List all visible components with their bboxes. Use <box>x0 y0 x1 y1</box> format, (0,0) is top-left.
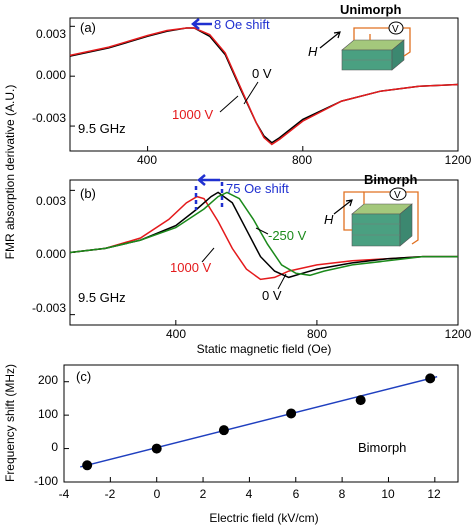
series-line <box>69 191 458 277</box>
panel-c-label: (c) <box>76 369 91 384</box>
bimorph-field-arrow-icon <box>333 199 353 215</box>
panel-b-1000v-label: 1000 V <box>170 260 212 275</box>
data-point <box>286 408 297 419</box>
series-line <box>69 27 459 146</box>
panel-b-shift-label: 75 Oe shift <box>226 181 289 196</box>
panel-b-annotations: 75 Oe shift 9.5 GHz -250 V 1000 V 0 V Bi… <box>78 172 419 305</box>
panel-c-xtick: 12 <box>427 487 441 501</box>
panel-a-xtick: 400 <box>137 153 157 167</box>
bimorph-label: Bimorph <box>364 172 418 187</box>
fmr-y-axis-label: FMR absorption derivative (A.U.) <box>3 85 17 260</box>
panel-c-ytick: 200 <box>38 373 58 387</box>
panel-b-ytick: 0.000 <box>36 247 66 261</box>
panel-c-xtick: 6 <box>293 487 300 501</box>
panel-b-1000v-pointer <box>201 247 215 263</box>
panel-a-ytick: 0.000 <box>36 68 66 82</box>
panel-a-annotations: 8 Oe shift 9.5 GHz 0 V 1000 V Unimorph V… <box>78 2 411 136</box>
panel-b-x-axis-label: Static magnetic field (Oe) <box>197 342 332 356</box>
panel-a-label: (a) <box>80 20 96 35</box>
panel-c-plot <box>80 373 438 471</box>
panel-c-ytick: 100 <box>38 407 58 421</box>
panel-c-frame <box>63 364 459 483</box>
unimorph-device-illustration: V H <box>308 21 411 71</box>
panel-a-ytick: -0.003 <box>32 111 66 125</box>
panel-c-xtick: 10 <box>381 487 395 501</box>
bimorph-device-illustration: V H <box>324 187 419 247</box>
panel-b-ticks: 400 800 1200 0.003 0.000 -0.003 <box>32 194 472 341</box>
panel-a-frame <box>69 17 459 152</box>
panel-c-ticks: -4 -2 0 2 4 6 8 10 12 200 100 0 -100 <box>34 373 441 501</box>
data-point <box>82 460 93 471</box>
shift-arrow-icon <box>197 174 220 186</box>
panel-a-0v-label: 0 V <box>252 66 272 81</box>
panel-c-xtick: -4 <box>59 487 70 501</box>
panel-a-0v-pointer <box>243 81 259 105</box>
series-line <box>69 195 458 281</box>
panel-c-x-axis-label: Electric field (kV/cm) <box>209 511 318 525</box>
bimorph-field-symbol: H <box>324 212 334 227</box>
panel-a-frequency-label: 9.5 GHz <box>78 121 126 136</box>
shift-arrow-icon <box>191 18 212 30</box>
panel-a-shift-label: 8 Oe shift <box>214 17 270 32</box>
data-point <box>151 443 162 454</box>
panel-c-y-axis-label: Frequency shift (MHz) <box>3 364 17 482</box>
panel-b-xtick: 400 <box>166 327 186 341</box>
tick-marks <box>63 25 459 483</box>
panel-b-xtick: 1200 <box>445 327 472 341</box>
unimorph-field-arrow-icon <box>319 31 341 49</box>
panel-b-m250v-label: -250 V <box>268 228 307 243</box>
panel-b-frequency-label: 9.5 GHz <box>78 290 126 305</box>
panel-b-0v-pointer <box>277 273 287 290</box>
panel-c-device-label: Bimorph <box>358 440 406 455</box>
panel-b-xtick: 800 <box>307 327 327 341</box>
panel-a-1000v-pointer <box>219 95 239 113</box>
panel-b-frame <box>69 179 459 326</box>
data-point <box>355 395 366 406</box>
panel-a-xtick: 1200 <box>445 153 472 167</box>
panel-a-1000v-label: 1000 V <box>172 107 214 122</box>
panel-b-label: (b) <box>80 186 96 201</box>
fit-line <box>80 375 438 468</box>
panel-a-plot <box>69 27 459 146</box>
panel-c-ytick: -100 <box>34 474 58 488</box>
panel-c-xtick: 0 <box>154 487 161 501</box>
panel-b-plot <box>69 191 458 281</box>
panel-c-xtick: 2 <box>200 487 207 501</box>
unimorph-voltage-symbol: V <box>392 24 399 35</box>
unimorph-label: Unimorph <box>340 2 401 17</box>
series-line <box>69 191 458 279</box>
bimorph-voltage-symbol: V <box>394 190 401 201</box>
panel-a-ytick: 0.003 <box>36 27 66 41</box>
panel-b-m250v-pointer <box>255 227 269 235</box>
panel-b-ytick: 0.003 <box>36 194 66 208</box>
panel-c-xtick: 8 <box>339 487 346 501</box>
data-point <box>218 425 229 436</box>
panel-a-xtick: 800 <box>292 153 312 167</box>
panel-c-xtick: -2 <box>105 487 116 501</box>
panel-c-ytick: 0 <box>51 440 58 454</box>
panel-a-ticks: 400 800 1200 0.003 0.000 -0.003 <box>32 27 472 167</box>
data-point <box>425 373 436 384</box>
panel-b-0v-label: 0 V <box>262 288 282 303</box>
panel-c-xtick: 4 <box>246 487 253 501</box>
panel-b-ytick: -0.003 <box>32 301 66 315</box>
unimorph-field-symbol: H <box>308 44 318 59</box>
